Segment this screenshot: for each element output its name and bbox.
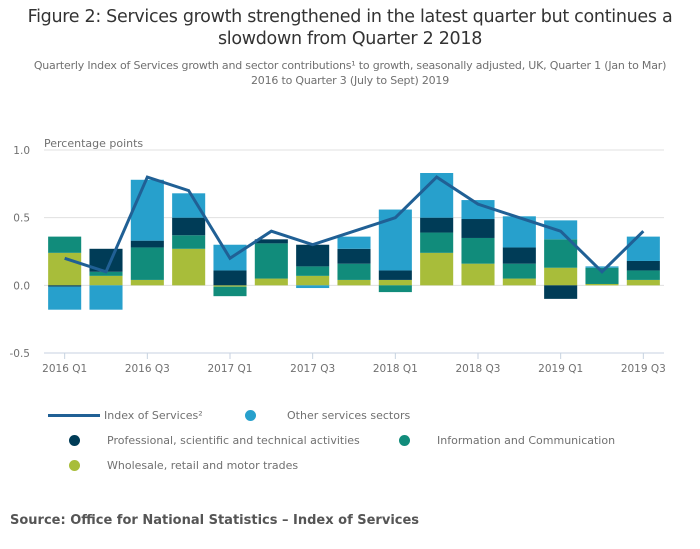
bar-segment	[461, 219, 495, 238]
bar-segment	[420, 217, 454, 233]
bar-segment	[502, 263, 536, 279]
bar-segment	[378, 270, 412, 280]
dot-swatch-icon	[69, 435, 80, 446]
bar-segment	[544, 285, 578, 299]
bar-segment	[585, 283, 619, 286]
legend-item-information[interactable]: Information and Communication	[399, 434, 615, 447]
x-tick-label: 2019 Q1	[538, 363, 583, 375]
bar-segment	[337, 236, 371, 249]
bar-segment	[172, 248, 206, 286]
bar-segment	[296, 275, 330, 286]
bar-segment	[461, 263, 495, 286]
bar-segment	[626, 236, 660, 261]
index-of-services-line	[64, 175, 645, 274]
x-tick-label: 2018 Q1	[373, 363, 418, 375]
bar-segment	[502, 247, 536, 264]
bar-segment	[48, 252, 82, 286]
bar-segment	[89, 275, 123, 286]
bar-segment	[626, 270, 660, 280]
y-axis-ticks: 1.0 0.5 0.0 -0.5	[10, 145, 31, 360]
bar-segment	[378, 285, 412, 293]
bar-segment	[585, 267, 619, 284]
x-tick-label: 2019 Q3	[621, 363, 666, 375]
y-tick-label: -0.5	[10, 348, 31, 360]
y-tick-label: 0.0	[13, 280, 30, 292]
bar-segment	[172, 217, 206, 236]
bar-segment	[172, 193, 206, 218]
bar-segment	[420, 252, 454, 286]
bar-segment	[48, 236, 82, 253]
bar-segment	[296, 244, 330, 267]
bar-segment	[378, 279, 412, 286]
bar-segment	[544, 267, 578, 286]
y-axis-label: Percentage points	[44, 137, 143, 150]
legend-label: Professional, scientific and technical a…	[107, 434, 360, 447]
legend-item-wholesale[interactable]: Wholesale, retail and motor trades	[69, 459, 298, 472]
legend-label: Index of Services²	[104, 409, 203, 422]
y-tick-label: 0.5	[13, 213, 30, 225]
legend-label: Other services sectors	[287, 409, 411, 422]
bar-segment	[130, 179, 164, 241]
bar-segment	[626, 279, 660, 286]
bar-segment	[461, 200, 495, 220]
dot-swatch-icon	[69, 460, 80, 471]
line-swatch-icon	[48, 414, 100, 417]
bar-segment	[337, 263, 371, 280]
legend-label: Wholesale, retail and motor trades	[107, 459, 299, 472]
bar-segment	[254, 278, 288, 286]
bar-segment	[626, 260, 660, 271]
dot-swatch-icon	[245, 410, 256, 421]
x-tick-label: 2016 Q1	[42, 363, 87, 375]
bar-segment	[130, 247, 164, 280]
stacked-bar-chart: Percentage points 1.00.50.0-0.5 2016 Q1 2…	[10, 137, 666, 375]
chart-subtitle: Quarterly Index of Services growth and s…	[33, 59, 667, 87]
bar-segment	[461, 237, 495, 264]
x-axis: 2016 Q1 2016 Q3 2017 Q1 2017 Q3 2018 Q1 2018 …	[42, 352, 666, 375]
bar-segment	[420, 232, 454, 253]
bar-segment	[502, 278, 536, 286]
legend-item-professional[interactable]: Professional, scientific and technical a…	[69, 434, 360, 447]
bar-segment	[254, 239, 288, 244]
bar-segment	[296, 285, 330, 289]
bar-segment	[296, 266, 330, 276]
legend-item-other-services[interactable]: Other services sectors	[245, 409, 410, 422]
legend-item-index-of-services[interactable]: Index of Services²	[48, 409, 203, 422]
x-tick-label: 2017 Q1	[207, 363, 252, 375]
y-tick-label: 1.0	[13, 145, 30, 157]
x-tick-label: 2017 Q3	[290, 363, 335, 375]
x-tick-label: 2018 Q3	[455, 363, 500, 375]
dot-swatch-icon	[399, 435, 410, 446]
index-line-group	[64, 175, 645, 274]
source-note: Source: Office for National Statistics –…	[10, 513, 420, 528]
bar-segment	[130, 240, 164, 248]
bar-segment	[48, 285, 82, 287]
bar-segment	[89, 285, 123, 310]
bar-segment	[172, 235, 206, 249]
bar-segment	[48, 286, 82, 310]
bar-segment	[420, 173, 454, 218]
bar-segment	[213, 270, 247, 286]
bar-segment	[337, 248, 371, 264]
bar-segment	[585, 266, 619, 268]
bar-segment	[130, 279, 164, 286]
bar-segment	[337, 279, 371, 286]
x-tick-label: 2016 Q3	[125, 363, 170, 375]
bar-segment	[213, 286, 247, 297]
bar-segment	[89, 271, 123, 276]
chart-title: Figure 2: Services growth strengthened i…	[27, 7, 673, 49]
bar-segment	[378, 209, 412, 271]
bar-segment	[213, 285, 247, 287]
bar-segment	[254, 243, 288, 279]
legend-label: Information and Communication	[437, 434, 616, 447]
